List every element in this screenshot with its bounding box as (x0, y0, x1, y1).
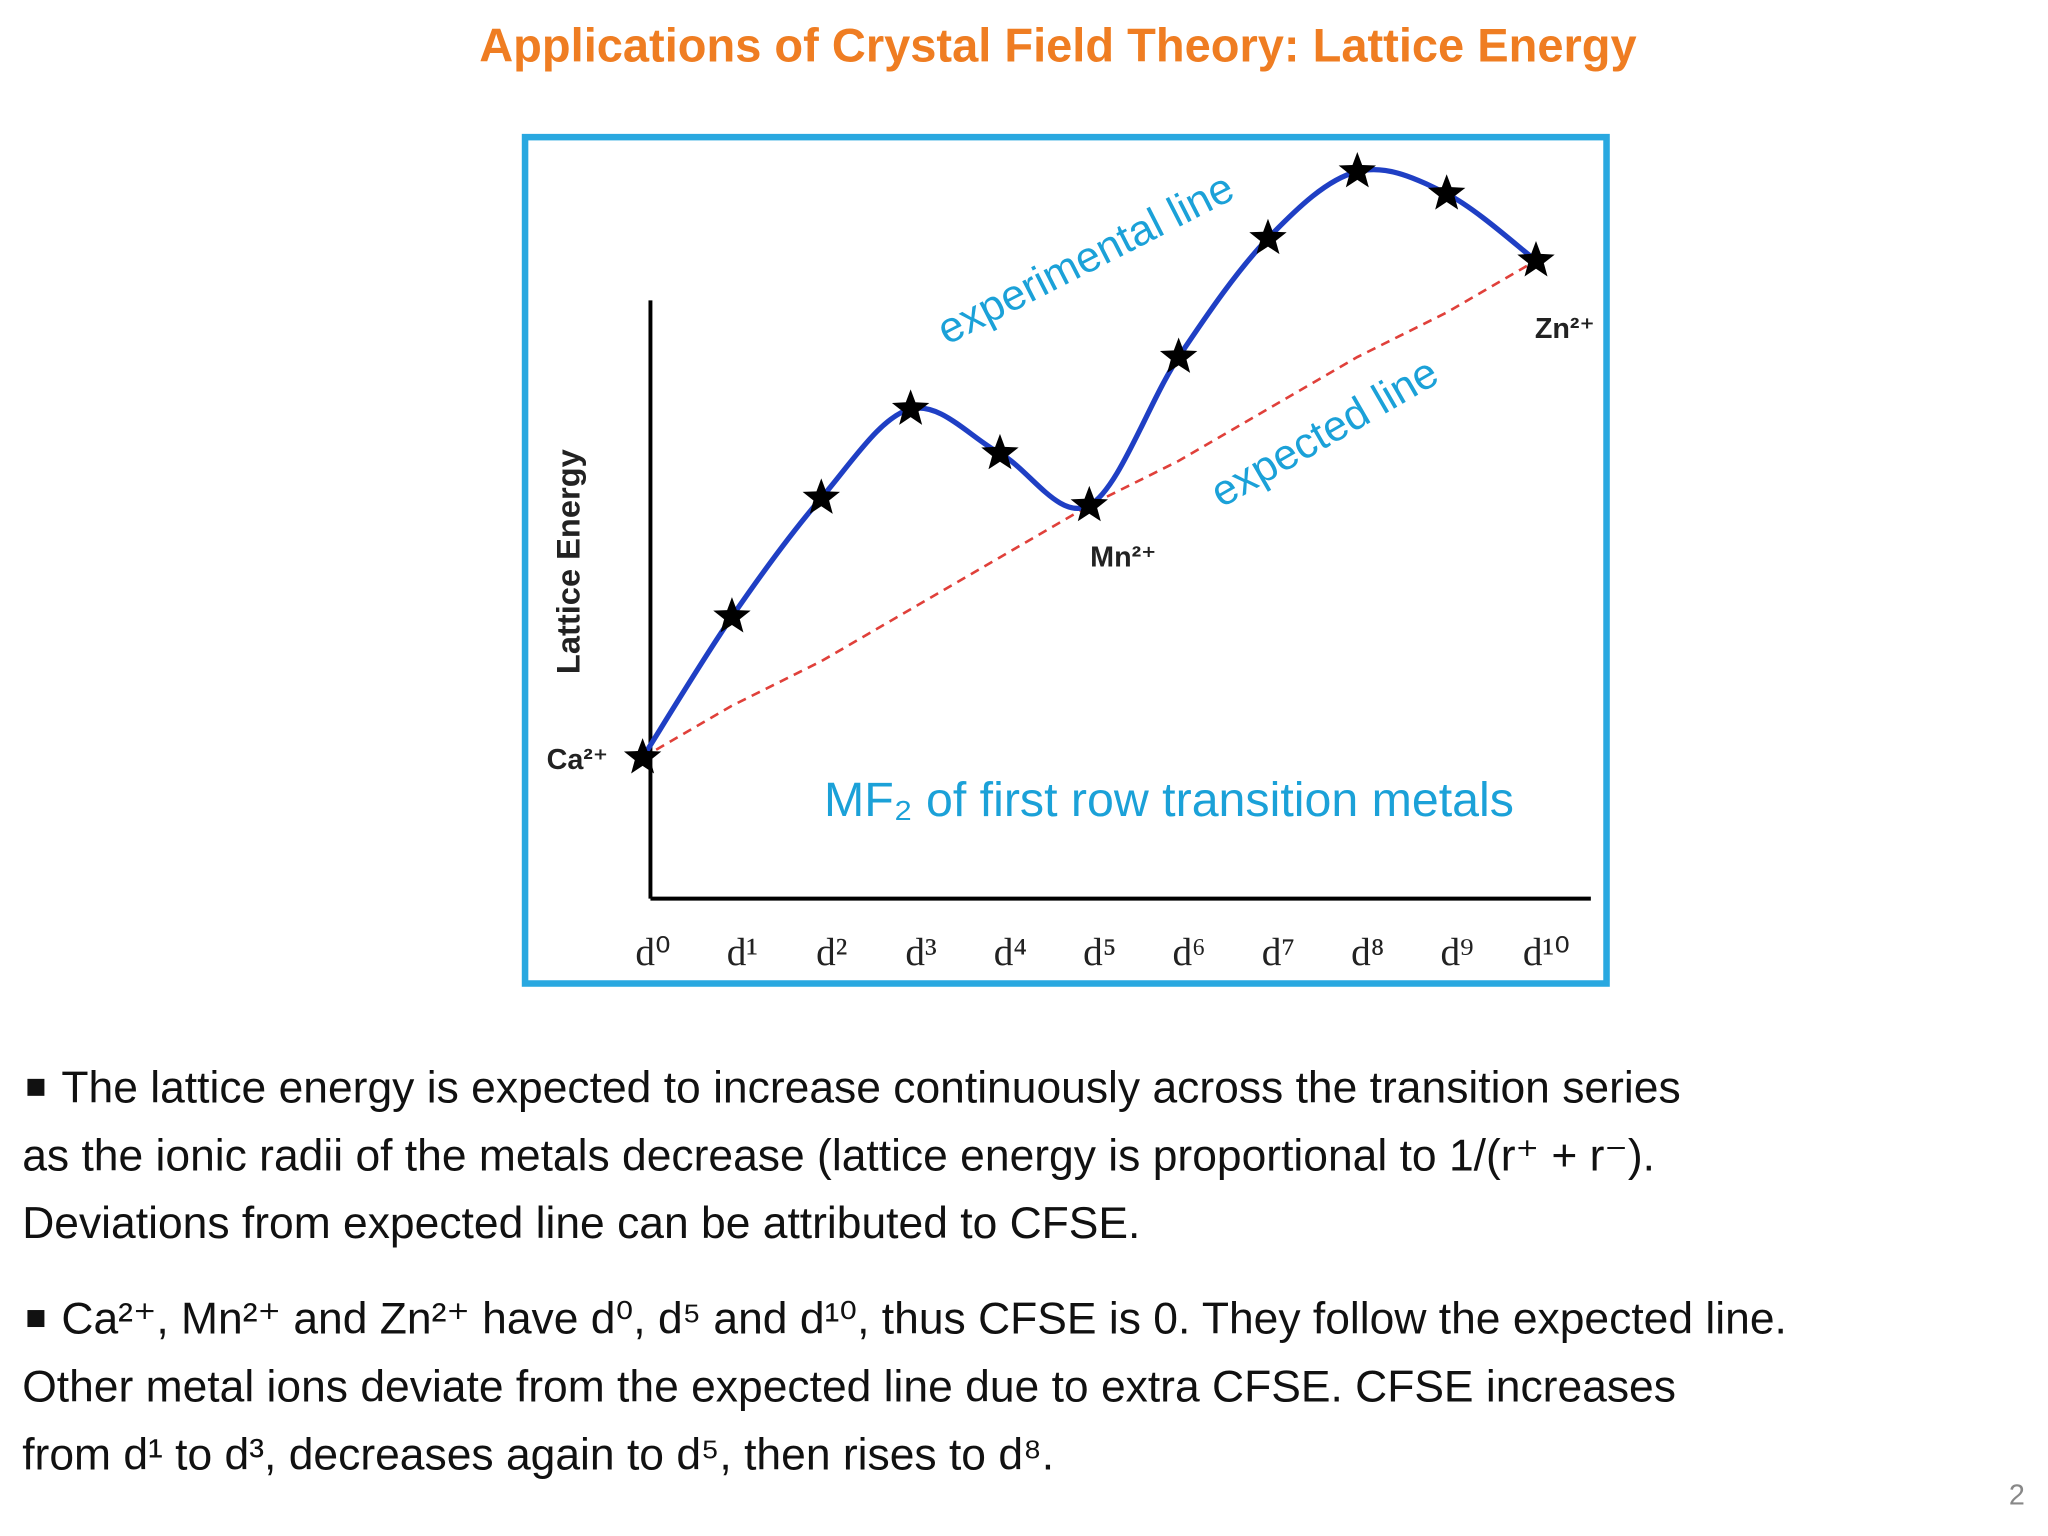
text: as the ionic radii of the metals decreas… (22, 1131, 1655, 1181)
star-marker (1517, 240, 1555, 277)
x-tick-label: d³ (905, 931, 936, 974)
page-number: 2 (2008, 1478, 2025, 1512)
star-marker (891, 389, 930, 425)
x-tick-label: d¹ (727, 931, 758, 974)
text-line: Deviations from expected line can be att… (22, 1190, 2033, 1258)
x-tick-label: d⁴ (994, 931, 1027, 974)
star-marker (1070, 485, 1108, 522)
x-tick-label: d⁹ (1440, 931, 1473, 974)
text-line: as the ionic radii of the metals decreas… (22, 1122, 2033, 1190)
point-label: Mn²⁺ (1090, 542, 1156, 574)
star-marker (981, 433, 1019, 470)
star-marker (713, 597, 751, 633)
text: Deviations from expected line can be att… (22, 1199, 1141, 1249)
chart-subtitle: MF₂ of first row transition metals (824, 773, 1514, 827)
text-line: Other metal ions deviate from the expect… (22, 1353, 2033, 1421)
bullet (27, 1078, 45, 1096)
slide-title: Applications of Crystal Field Theory: La… (479, 18, 1637, 72)
point-label: Zn²⁺ (1535, 313, 1595, 345)
star-marker (1159, 337, 1198, 373)
text: Ca²⁺, Mn²⁺ and Zn²⁺ have d⁰, d⁵ and d¹⁰,… (61, 1294, 1787, 1344)
star-marker (623, 738, 662, 774)
x-tick-label: d⁶ (1172, 931, 1205, 974)
star-marker (802, 478, 840, 514)
text-line: The lattice energy is expected to increa… (22, 1054, 2033, 1122)
x-tick-label: d² (816, 931, 847, 974)
chart-frame (521, 133, 1610, 987)
series-label: expected line (1202, 348, 1446, 517)
star-marker (1427, 174, 1466, 210)
bullet-paragraph: Ca²⁺, Mn²⁺ and Zn²⁺ have d⁰, d⁵ and d¹⁰,… (22, 1285, 2033, 1489)
expected-line (641, 259, 1537, 759)
text: from d¹ to d³, decreases again to d⁵, th… (22, 1430, 1055, 1480)
x-tick-label: d⁷ (1262, 931, 1295, 974)
chart: Lattice Energy MF₂ of first row transiti… (521, 133, 1610, 987)
bullet (27, 1310, 45, 1328)
series-label: experimental line (929, 164, 1241, 355)
star-marker (1338, 152, 1376, 188)
x-tick-label: d¹⁰ (1523, 931, 1570, 974)
text: Other metal ions deviate from the expect… (22, 1362, 1676, 1412)
bullet-paragraph: The lattice energy is expected to increa… (22, 1054, 2033, 1258)
text: The lattice energy is expected to increa… (61, 1063, 1681, 1113)
point-label: Ca²⁺ (547, 744, 608, 776)
text-line: from d¹ to d³, decreases again to d⁵, th… (22, 1421, 2033, 1489)
star-marker (1249, 218, 1287, 255)
y-axis-label: Lattice Energy (549, 449, 586, 674)
x-tick-label: d⁰ (635, 931, 670, 974)
x-tick-label: d⁵ (1083, 931, 1116, 974)
text-line: Ca²⁺, Mn²⁺ and Zn²⁺ have d⁰, d⁵ and d¹⁰,… (22, 1285, 2033, 1353)
x-tick-label: d⁸ (1351, 931, 1384, 974)
